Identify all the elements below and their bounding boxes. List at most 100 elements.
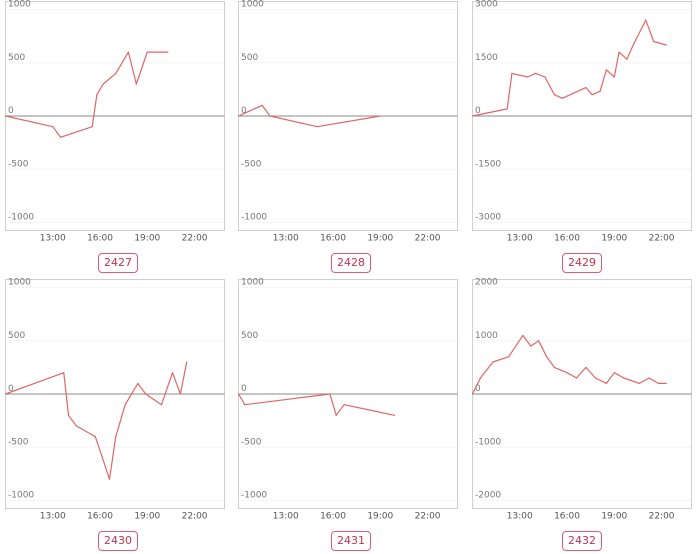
y-tick-label: 1000 [8,278,31,288]
data-point [329,393,331,395]
x-tick-label: 16:00 [320,512,346,522]
y-tick-label: -1000 [8,491,34,501]
data-point [91,126,93,128]
data-point [527,76,529,78]
y-tick-label: -500 [241,159,262,169]
chart-panel-2429: 3000 1500 0 -1500 -3000 13:00 16:00 19:00 22:00 2… [471,0,692,273]
chart-panel-2428: 1000 500 0 -500 -1000 13:00 16:00 19:00 22:00 242… [237,0,458,273]
y-tick-label: 1500 [475,53,498,63]
y-tick-label: -3000 [475,213,501,223]
y-tick-label: 0 [241,106,247,116]
x-tick-label: 13:00 [40,234,66,244]
data-point [124,404,126,406]
data-point [530,345,532,347]
data-point [594,377,596,379]
x-tick-label: 16:00 [320,234,346,244]
data-point [585,87,587,89]
y-tick-label: 3000 [475,0,498,10]
y-tick-label: 0 [475,106,481,116]
data-point [137,382,139,384]
y-tick-label: -500 [8,437,29,447]
x-tick-label: 19:00 [601,512,627,522]
data-point [613,76,615,78]
y-tick-label: -2000 [475,491,501,501]
y-tick-label: 0 [475,384,481,394]
data-point [522,334,524,337]
x-tick-label: 19:00 [601,234,627,244]
data-point [544,76,546,78]
data-point [623,377,625,379]
y-tick-label: 0 [241,384,247,394]
data-point [160,404,163,406]
chart-svg: 1000 500 0 -500 -1000 13:00 16:00 19:00 22:00 [4,278,225,522]
chart-label-badge[interactable]: 2427 [98,253,138,273]
data-point [261,104,263,106]
data-point [553,94,556,96]
y-tick-label: -1000 [241,491,267,501]
data-point [648,377,650,379]
data-point [545,356,548,358]
y-tick-label: 1000 [241,278,264,288]
chart-label-badge[interactable]: 2428 [331,253,371,273]
x-tick-label: 19:00 [134,512,160,522]
x-tick-label: 16:00 [87,234,113,244]
data-point [237,115,240,117]
x-tick-label: 19:00 [134,234,160,244]
x-tick-label: 13:00 [507,512,533,522]
y-tick-label: -500 [241,437,262,447]
data-point [167,51,169,53]
data-point [638,382,641,384]
chart-svg: 2000 1000 0 -1000 -2000 13:00 16:00 19:00 22:00 [471,278,692,522]
data-point [343,404,345,406]
data-point [171,372,174,374]
data-point [511,72,513,74]
x-tick-label: 13:00 [273,512,299,522]
data-point [145,393,147,395]
y-tick-label: 500 [8,53,25,63]
y-tick-label: 1000 [475,331,498,341]
chart-label-badge[interactable]: 2432 [562,531,602,551]
x-tick-label: 13:00 [40,512,66,522]
chart-panel-2427: 1000 500 0 -500 -1000 13:00 16:00 19:00 22:00 242… [4,0,225,273]
data-point [665,44,667,46]
y-tick-label: -1000 [8,213,34,223]
series-line [471,334,667,395]
data-point [553,366,556,368]
y-tick-label: 0 [8,384,14,394]
x-tick-label: 16:00 [554,234,580,244]
x-tick-label: 16:00 [87,512,113,522]
data-point [96,94,98,96]
chart-panel-2431: 1000 500 0 -500 -1000 13:00 16:00 19:00 22:00 243… [237,278,458,551]
data-point [471,115,474,117]
data-point [508,356,510,358]
y-tick-label: 500 [241,331,258,341]
data-point [591,94,593,96]
data-point [575,377,578,379]
data-point [599,90,601,92]
data-point [561,97,563,99]
chart-label-badge[interactable]: 2430 [98,531,138,551]
data-point [653,40,655,43]
x-tick-label: 22:00 [649,234,675,244]
data-point [60,136,62,138]
chart-svg: 1000 500 0 -500 -1000 13:00 16:00 19:00 22:00 [237,0,458,244]
data-point [67,414,70,416]
x-tick-label: 22:00 [415,512,441,522]
data-point [538,340,540,342]
data-point [52,126,54,128]
chart-label-badge[interactable]: 2429 [562,253,602,273]
data-point [393,414,396,416]
data-point [657,382,660,384]
data-point [632,44,634,46]
data-point [471,393,474,395]
data-point [135,83,137,85]
y-tick-label: 500 [241,53,258,63]
data-point [63,372,65,374]
data-point [492,361,494,363]
x-tick-label: 13:00 [507,234,533,244]
data-point [115,72,117,74]
data-point [506,108,508,110]
chart-label-badge[interactable]: 2431 [331,531,371,551]
x-tick-label: 19:00 [367,234,393,244]
x-tick-label: 22:00 [649,512,675,522]
